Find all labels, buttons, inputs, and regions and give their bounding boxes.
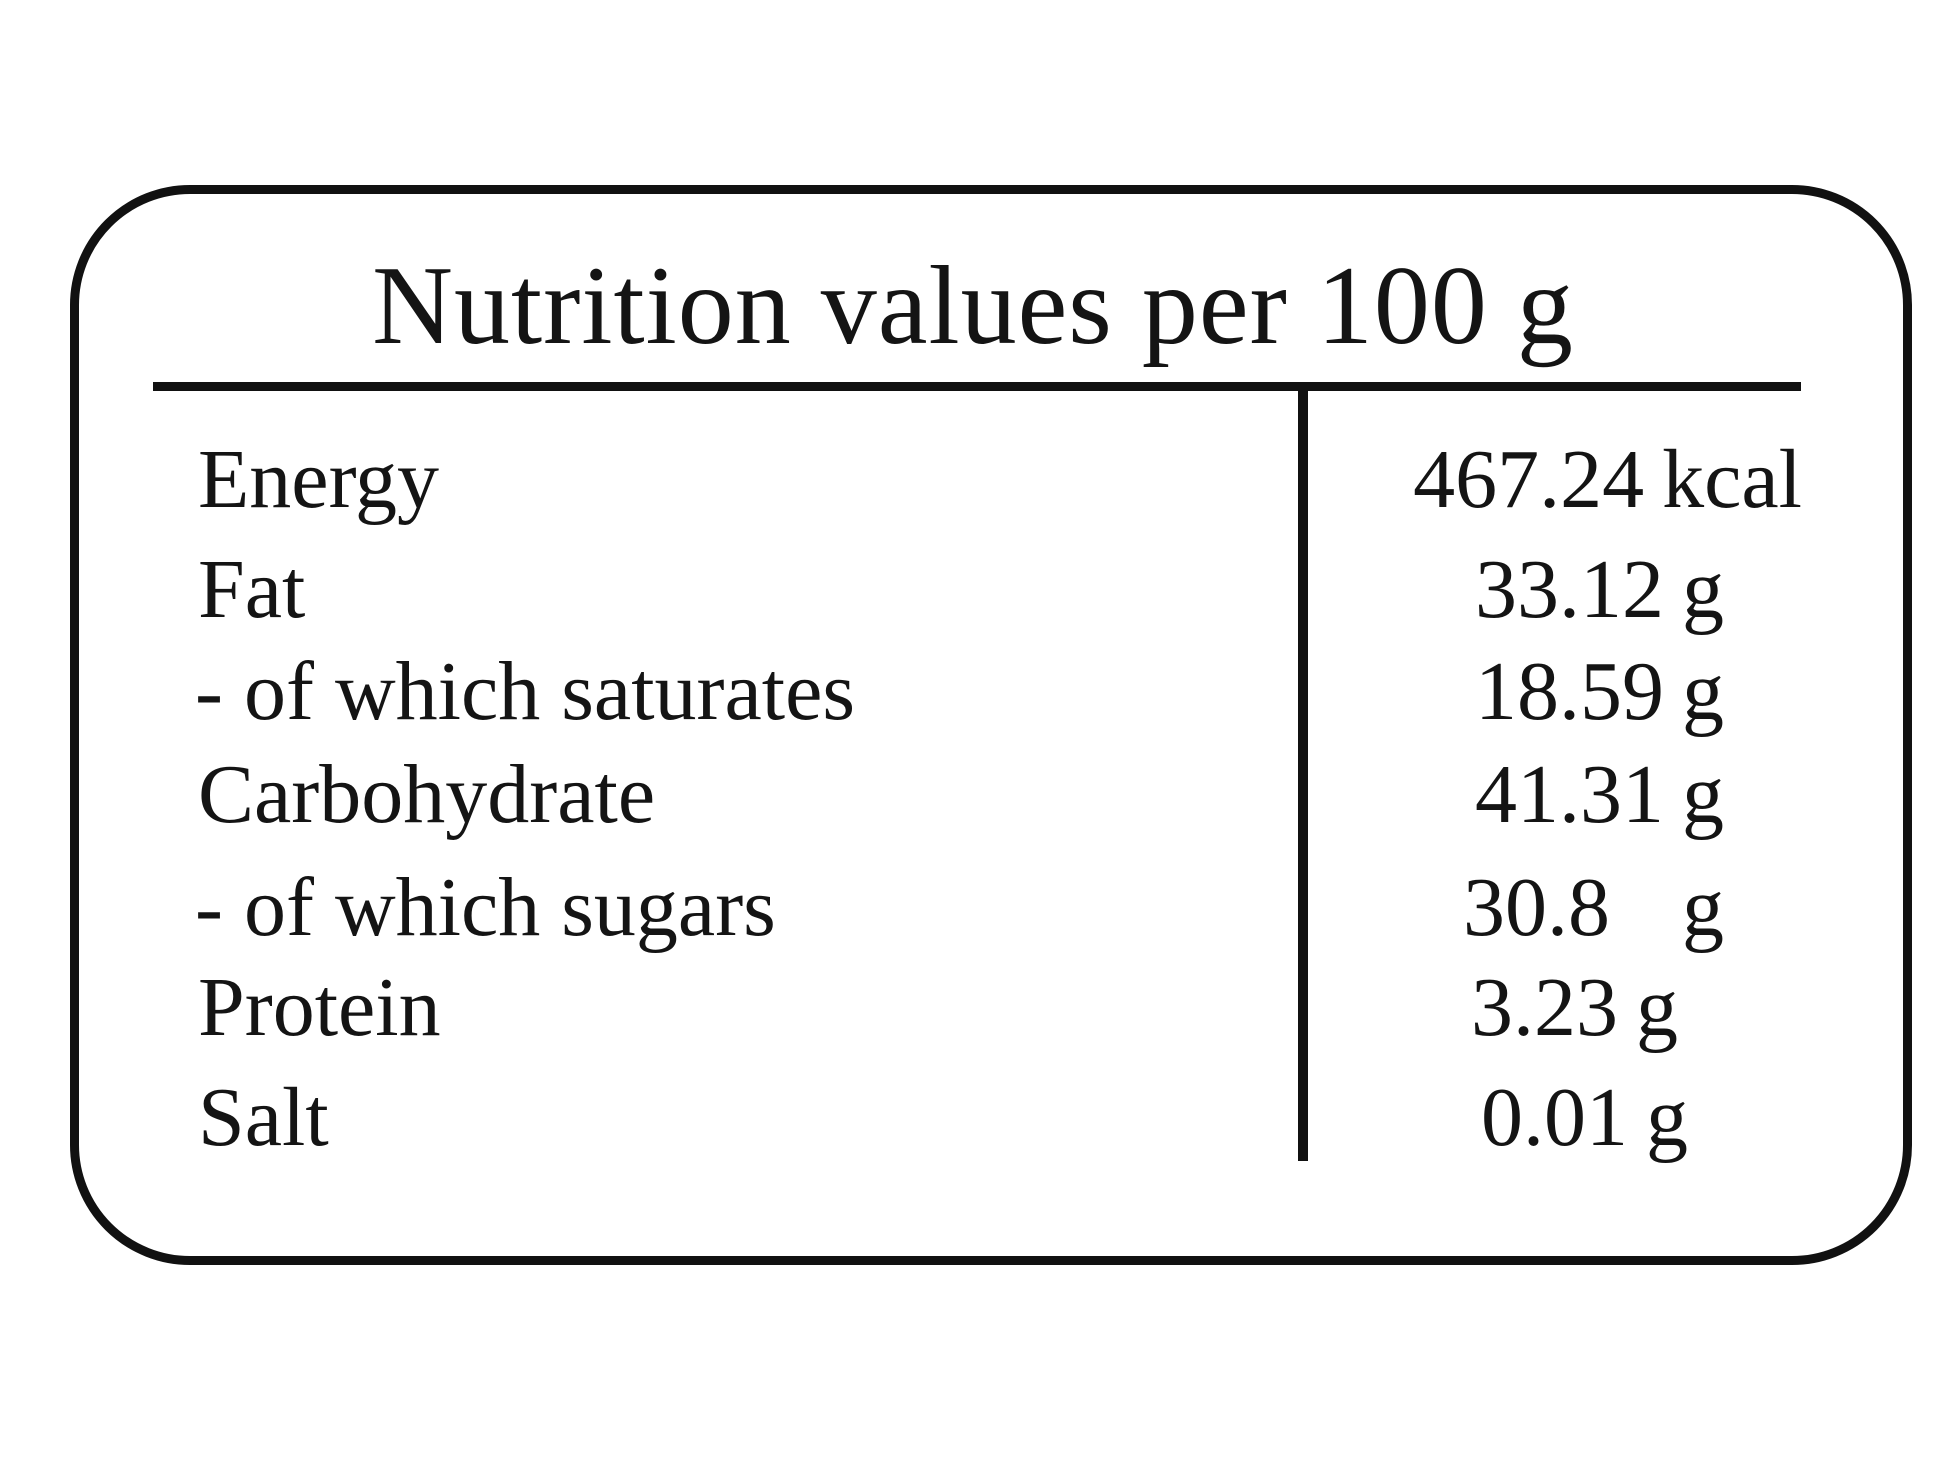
nutrient-amount: 0.01 g (1481, 1068, 1688, 1168)
nutrient-value: 467.24 (1413, 433, 1645, 526)
nutrient-amount: 41.31 g (1475, 745, 1724, 845)
nutrient-value: 41.31 (1475, 748, 1664, 841)
nutrition-row-salt: Salt 0.01 g (0, 1068, 1946, 1168)
nutrient-amount: 3.23 g (1471, 958, 1678, 1058)
nutrient-amount: 30.8 g (1463, 858, 1724, 958)
nutrition-row-energy: Energy 467.24 kcal (0, 430, 1946, 530)
nutrient-name: - of which sugars (195, 861, 776, 954)
column-divider (1298, 391, 1308, 1161)
nutrition-row-sugars: - of which sugars 30.8 g (0, 858, 1946, 958)
nutrient-name: Salt (198, 1071, 329, 1164)
nutrition-row-protein: Protein 3.23 g (0, 958, 1946, 1058)
nutrient-unit: g (1682, 645, 1724, 738)
nutrition-row-carbohydrate: Carbohydrate 41.31 g (0, 745, 1946, 845)
nutrient-value: 3.23 (1471, 961, 1618, 1054)
nutrition-row-saturates: - of which saturates 18.59 g (0, 642, 1946, 742)
nutrient-unit: g (1682, 543, 1724, 636)
nutrient-name: - of which saturates (195, 645, 856, 738)
nutrient-name: Protein (198, 961, 441, 1054)
nutrient-amount: 467.24 kcal (1413, 430, 1802, 530)
nutrition-row-fat: Fat 33.12 g (0, 540, 1946, 640)
nutrient-unit: kcal (1662, 433, 1802, 526)
nutrient-value: 30.8 (1463, 861, 1610, 954)
nutrient-unit: g (1682, 748, 1724, 841)
nutrient-amount: 33.12 g (1475, 540, 1724, 640)
nutrient-name: Energy (198, 433, 440, 526)
title-underline (153, 382, 1801, 391)
nutrition-label-border (70, 185, 1912, 1265)
nutrient-unit: g (1646, 1071, 1688, 1164)
nutrient-unit: g (1682, 861, 1724, 954)
nutrient-name: Fat (198, 543, 306, 636)
nutrient-unit: g (1636, 961, 1678, 1054)
nutrient-amount: 18.59 g (1475, 642, 1724, 742)
nutrient-value: 0.01 (1481, 1071, 1628, 1164)
nutrition-title: Nutrition values per 100 g (372, 244, 1574, 368)
nutrient-value: 33.12 (1475, 543, 1664, 636)
nutrient-value: 18.59 (1475, 645, 1664, 738)
nutrient-name: Carbohydrate (198, 748, 656, 841)
